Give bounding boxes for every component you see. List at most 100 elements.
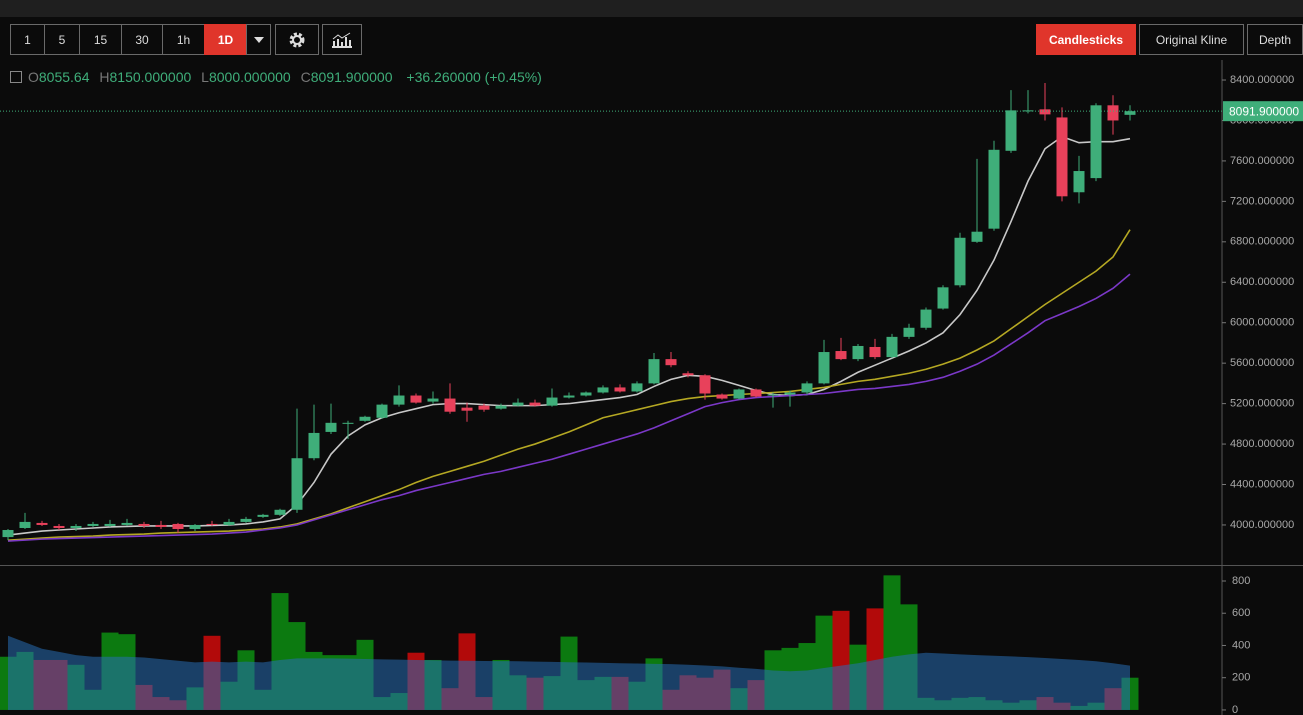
candle-body [308, 432, 320, 459]
ohlc-header: O8055.64 H8150.000000 L8000.000000 C8091… [10, 69, 542, 85]
candle-body [801, 383, 813, 393]
candle-body [903, 327, 915, 337]
volume-bar [1002, 702, 1020, 710]
candle-body [631, 383, 643, 392]
caret [253, 36, 264, 43]
volume-tick-label: 600 [1232, 607, 1250, 619]
volume-bar [832, 610, 850, 710]
price-tick-label: 7200.000000 [1230, 195, 1294, 207]
price-tick-label: 8000.000000 [1230, 114, 1294, 126]
candle-body [818, 352, 830, 384]
volume-tick-label: 200 [1232, 672, 1250, 684]
volume-bar [730, 688, 748, 710]
volume-bar [866, 608, 884, 710]
candle-body [886, 336, 898, 358]
interval-button[interactable]: 1D [204, 24, 247, 55]
close-label: C [300, 69, 311, 85]
volume-bar [1070, 705, 1088, 710]
interval-button[interactable]: 30 [121, 24, 163, 55]
volume-bar [101, 632, 119, 710]
volume-bar [781, 647, 799, 710]
volume-bar [118, 634, 136, 710]
candle-body [206, 523, 218, 525]
volume-bar [0, 656, 17, 710]
candle-body [1073, 171, 1085, 193]
candle-body [614, 387, 626, 392]
volume-tick-label: 0 [1232, 704, 1238, 715]
volume-bar [645, 658, 663, 710]
candle-body [138, 523, 150, 526]
volume-bar [203, 635, 221, 710]
volume-bar [288, 622, 306, 710]
candle-body [410, 395, 422, 403]
candle-body [342, 422, 354, 424]
volume-bar [67, 664, 85, 710]
interval-button[interactable]: 5 [44, 24, 80, 55]
moving-average-line [7, 273, 1131, 542]
volume-bar [390, 693, 408, 710]
volume-bar [152, 697, 170, 710]
volume-bar [900, 604, 918, 710]
candle-body [1005, 110, 1017, 151]
volume-bar [747, 680, 765, 710]
view-button[interactable]: Candlesticks [1036, 24, 1136, 55]
volume-bar [356, 639, 374, 710]
volume-bar [254, 689, 272, 710]
candle-body [53, 525, 65, 528]
volume-average-area [8, 635, 1130, 710]
price-tick-label: 7600.000000 [1230, 155, 1294, 167]
candle-body [665, 359, 677, 366]
candle-body [444, 398, 456, 412]
volume-bar [84, 689, 102, 710]
low-label: L [201, 69, 209, 85]
interval-button[interactable]: 1 [10, 24, 45, 55]
volume-bar [373, 697, 391, 710]
interval-button[interactable]: 15 [79, 24, 122, 55]
volume-bar [951, 697, 969, 710]
candle-body [104, 523, 116, 526]
volume-bar [968, 697, 986, 710]
volume-bar [50, 659, 68, 710]
volume-bar [169, 700, 187, 710]
candle-body [478, 405, 490, 410]
high-value: 8150.000000 [109, 69, 192, 85]
close-value: 8091.900000 [310, 69, 393, 85]
candle-body [529, 402, 541, 406]
volume-bar [815, 615, 833, 710]
candle-body [716, 394, 728, 399]
candle-body [155, 524, 167, 527]
candle-body [954, 237, 966, 286]
interval-dropdown[interactable] [246, 24, 271, 55]
candle-body [835, 351, 847, 360]
candle-body [427, 398, 439, 402]
price-tick-label: 5600.000000 [1230, 357, 1294, 369]
view-button[interactable]: Depth [1247, 24, 1303, 55]
expand-icon [10, 71, 22, 83]
candle-body [291, 458, 303, 510]
view-button[interactable]: Original Kline [1139, 24, 1244, 55]
candle-body [1039, 109, 1051, 115]
candle-body [648, 359, 660, 384]
candle-body [87, 523, 99, 526]
indicator-button[interactable] [322, 24, 362, 55]
candle-body [189, 524, 201, 530]
volume-bar [16, 651, 34, 710]
volume-bar [271, 593, 289, 710]
candle-body [699, 375, 711, 394]
volume-bar [475, 697, 493, 710]
candle-body [988, 149, 1000, 229]
candle-body [461, 407, 473, 411]
volume-bar [526, 677, 544, 710]
current-price-box [1223, 101, 1303, 122]
candle-body [223, 521, 235, 525]
volume-bar [441, 688, 459, 710]
candle-body [2, 530, 14, 538]
price-tick-label: 6400.000000 [1230, 276, 1294, 288]
interval-button[interactable]: 1h [162, 24, 205, 55]
settings-button[interactable] [275, 24, 319, 55]
volume-bar [1087, 702, 1105, 710]
candle-body [767, 394, 779, 396]
top-strip [0, 0, 1303, 17]
price-tick-label: 4400.000000 [1230, 478, 1294, 490]
